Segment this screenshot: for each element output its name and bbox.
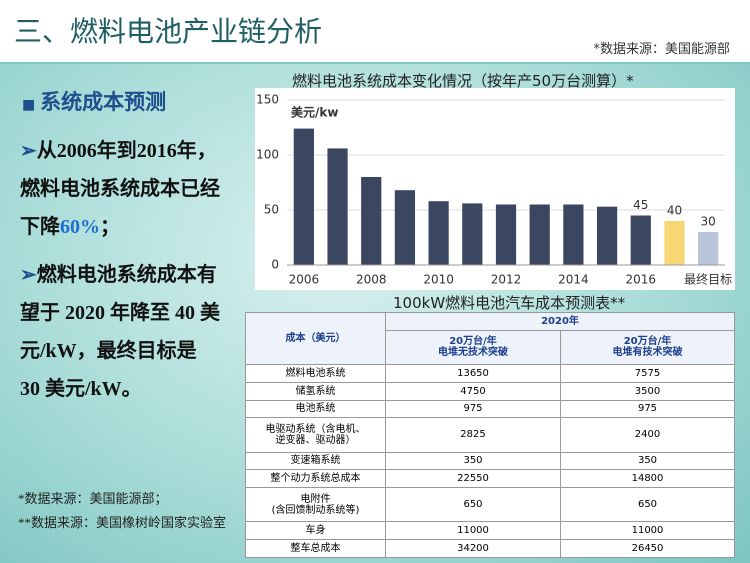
value-label: 30 xyxy=(701,215,716,229)
table-cell: 7575 xyxy=(560,363,735,383)
bar xyxy=(698,232,719,265)
text: 燃料电池系统成本有望于 2020 年降至 40 美元/kW，最终目标是 30 美… xyxy=(20,264,220,400)
highlight: 60% xyxy=(60,216,100,238)
y-tick-label: 100 xyxy=(256,148,279,162)
table-cell: 22550 xyxy=(385,469,561,489)
table-row: 电池系统 975 975 xyxy=(245,399,735,419)
table-cell: 20万台/年 电堆有技术突破 xyxy=(560,329,735,365)
table-cell: 电附件 (含回馈制动系统等) xyxy=(245,487,386,523)
bar xyxy=(361,177,382,265)
bar xyxy=(293,128,314,265)
y-tick-label: 0 xyxy=(271,258,279,272)
table-row: 电附件 (含回馈制动系统等) 650 650 xyxy=(245,487,735,523)
table-cell: 整个动力系统总成本 xyxy=(245,469,386,489)
bar xyxy=(394,190,416,265)
bar xyxy=(495,204,517,265)
table-cell: 成本（美元） xyxy=(245,312,386,365)
table-row: 20万台/年 电堆无技术突破 20万台/年 电堆有技术突破 xyxy=(246,329,735,365)
table-row: 燃料电池系统 13650 7575 xyxy=(245,363,735,383)
slide-title: 三、燃料电池产业链分析 xyxy=(14,15,323,48)
y-tick-label: 150 xyxy=(256,93,279,107)
value-label: 40 xyxy=(667,204,682,218)
chart: 0 50 100 150 美元/kw 2006 2008 2010 2012 2014 2016 45… xyxy=(256,93,732,287)
table-row: 成本（美元） 2020年 xyxy=(245,312,735,365)
table-cell: 20万台/年 电堆无技术突破 xyxy=(385,329,561,365)
bar xyxy=(462,203,483,265)
table-cell: 975 xyxy=(560,399,735,419)
table-cell: 3500 xyxy=(560,381,735,401)
bar xyxy=(630,215,651,265)
x-tick-label: 2012 xyxy=(491,273,522,287)
bar xyxy=(664,221,685,265)
table-cell: 整车总成本 xyxy=(245,539,386,558)
bullet: 从2006年到2016年，燃料电池系统成本已经下降60%； xyxy=(20,132,220,246)
table-row: 变速箱系统 350 350 xyxy=(245,451,735,471)
chart-panel: 0 50 100 150 美元/kw 2006 2008 2010 2012 2014 2016 45… xyxy=(255,88,735,290)
table-cell: 2825 xyxy=(385,417,561,453)
source: *数据来源：美国能源部 xyxy=(593,42,730,57)
table-cell: 2400 xyxy=(560,417,735,453)
table-row: 储氢系统 4750 3500 xyxy=(245,381,735,401)
table-row: 整个动力系统总成本 22550 14800 xyxy=(245,469,735,489)
bar xyxy=(596,206,618,265)
table-title: 100kW燃料电池汽车成本预测表** xyxy=(393,294,626,312)
x-tick-label: 2010 xyxy=(423,273,454,287)
text: ； xyxy=(100,216,120,238)
table-cell: 350 xyxy=(560,451,735,471)
table-cell: 13650 xyxy=(385,363,561,383)
bar xyxy=(327,148,348,265)
x-tick-label: 2006 xyxy=(289,273,320,287)
y-unit: 美元/kw xyxy=(291,105,338,120)
footnote: *数据来源：美国能源部； xyxy=(18,491,168,506)
bullet: 燃料电池系统成本有望于 2020 年降至 40 美元/kW，最终目标是 30 美… xyxy=(20,256,220,408)
chart-title: 燃料电池系统成本变化情况（按年产50万台测算）* xyxy=(292,72,634,90)
table-cell: 储氢系统 xyxy=(245,381,386,401)
table-cell: 2020年 xyxy=(385,312,735,331)
table-cell: 电池系统 xyxy=(245,399,386,419)
table-cell: 11000 xyxy=(385,521,561,541)
value-label: 45 xyxy=(633,198,648,212)
bar xyxy=(428,201,449,265)
table-row: 整车总成本 34200 26450 xyxy=(245,539,735,558)
bar xyxy=(563,204,584,265)
table-row: 电驱动系统（含电机、 逆变器、驱动器） 2825 2400 xyxy=(245,417,735,453)
table-cell: 975 xyxy=(385,399,561,419)
table-cell: 11000 xyxy=(560,521,735,541)
table-cell: 34200 xyxy=(385,539,561,558)
table-cell: 燃料电池系统 xyxy=(245,363,386,383)
table-cell: 车身 xyxy=(245,521,386,541)
table-cell: 650 xyxy=(385,487,561,523)
table-cell: 350 xyxy=(385,451,561,471)
section-title: 系统成本预测 xyxy=(22,86,166,116)
title-bar: 三、燃料电池产业链分析 *数据来源：美国能源部 xyxy=(0,0,750,64)
table-cell: 变速箱系统 xyxy=(245,451,386,471)
y-tick-label: 50 xyxy=(264,203,279,217)
x-tick-label: 2014 xyxy=(558,273,589,287)
x-tick-label: 2016 xyxy=(625,273,656,287)
x-tick-label: 2008 xyxy=(356,273,387,287)
table-cell: 电驱动系统（含电机、 逆变器、驱动器） xyxy=(245,417,386,453)
bar xyxy=(529,204,550,265)
cost-table: 成本（美元） 2020年 20万台/年 电堆无技术突破 20万台/年 电堆有技术突破燃… xyxy=(245,312,735,558)
table-row: 车身 11000 11000 xyxy=(245,521,735,541)
table-cell: 14800 xyxy=(560,469,735,489)
table-cell: 26450 xyxy=(560,539,735,558)
table-cell: 4750 xyxy=(385,381,561,401)
text: 从2006年到2016年，燃料电池系统成本已经下降 xyxy=(20,140,220,238)
footnote: **数据来源：美国橡树岭国家实验室 xyxy=(18,515,227,530)
x-tick-label: 最终目标 xyxy=(684,272,732,287)
table-cell: 650 xyxy=(560,487,735,523)
